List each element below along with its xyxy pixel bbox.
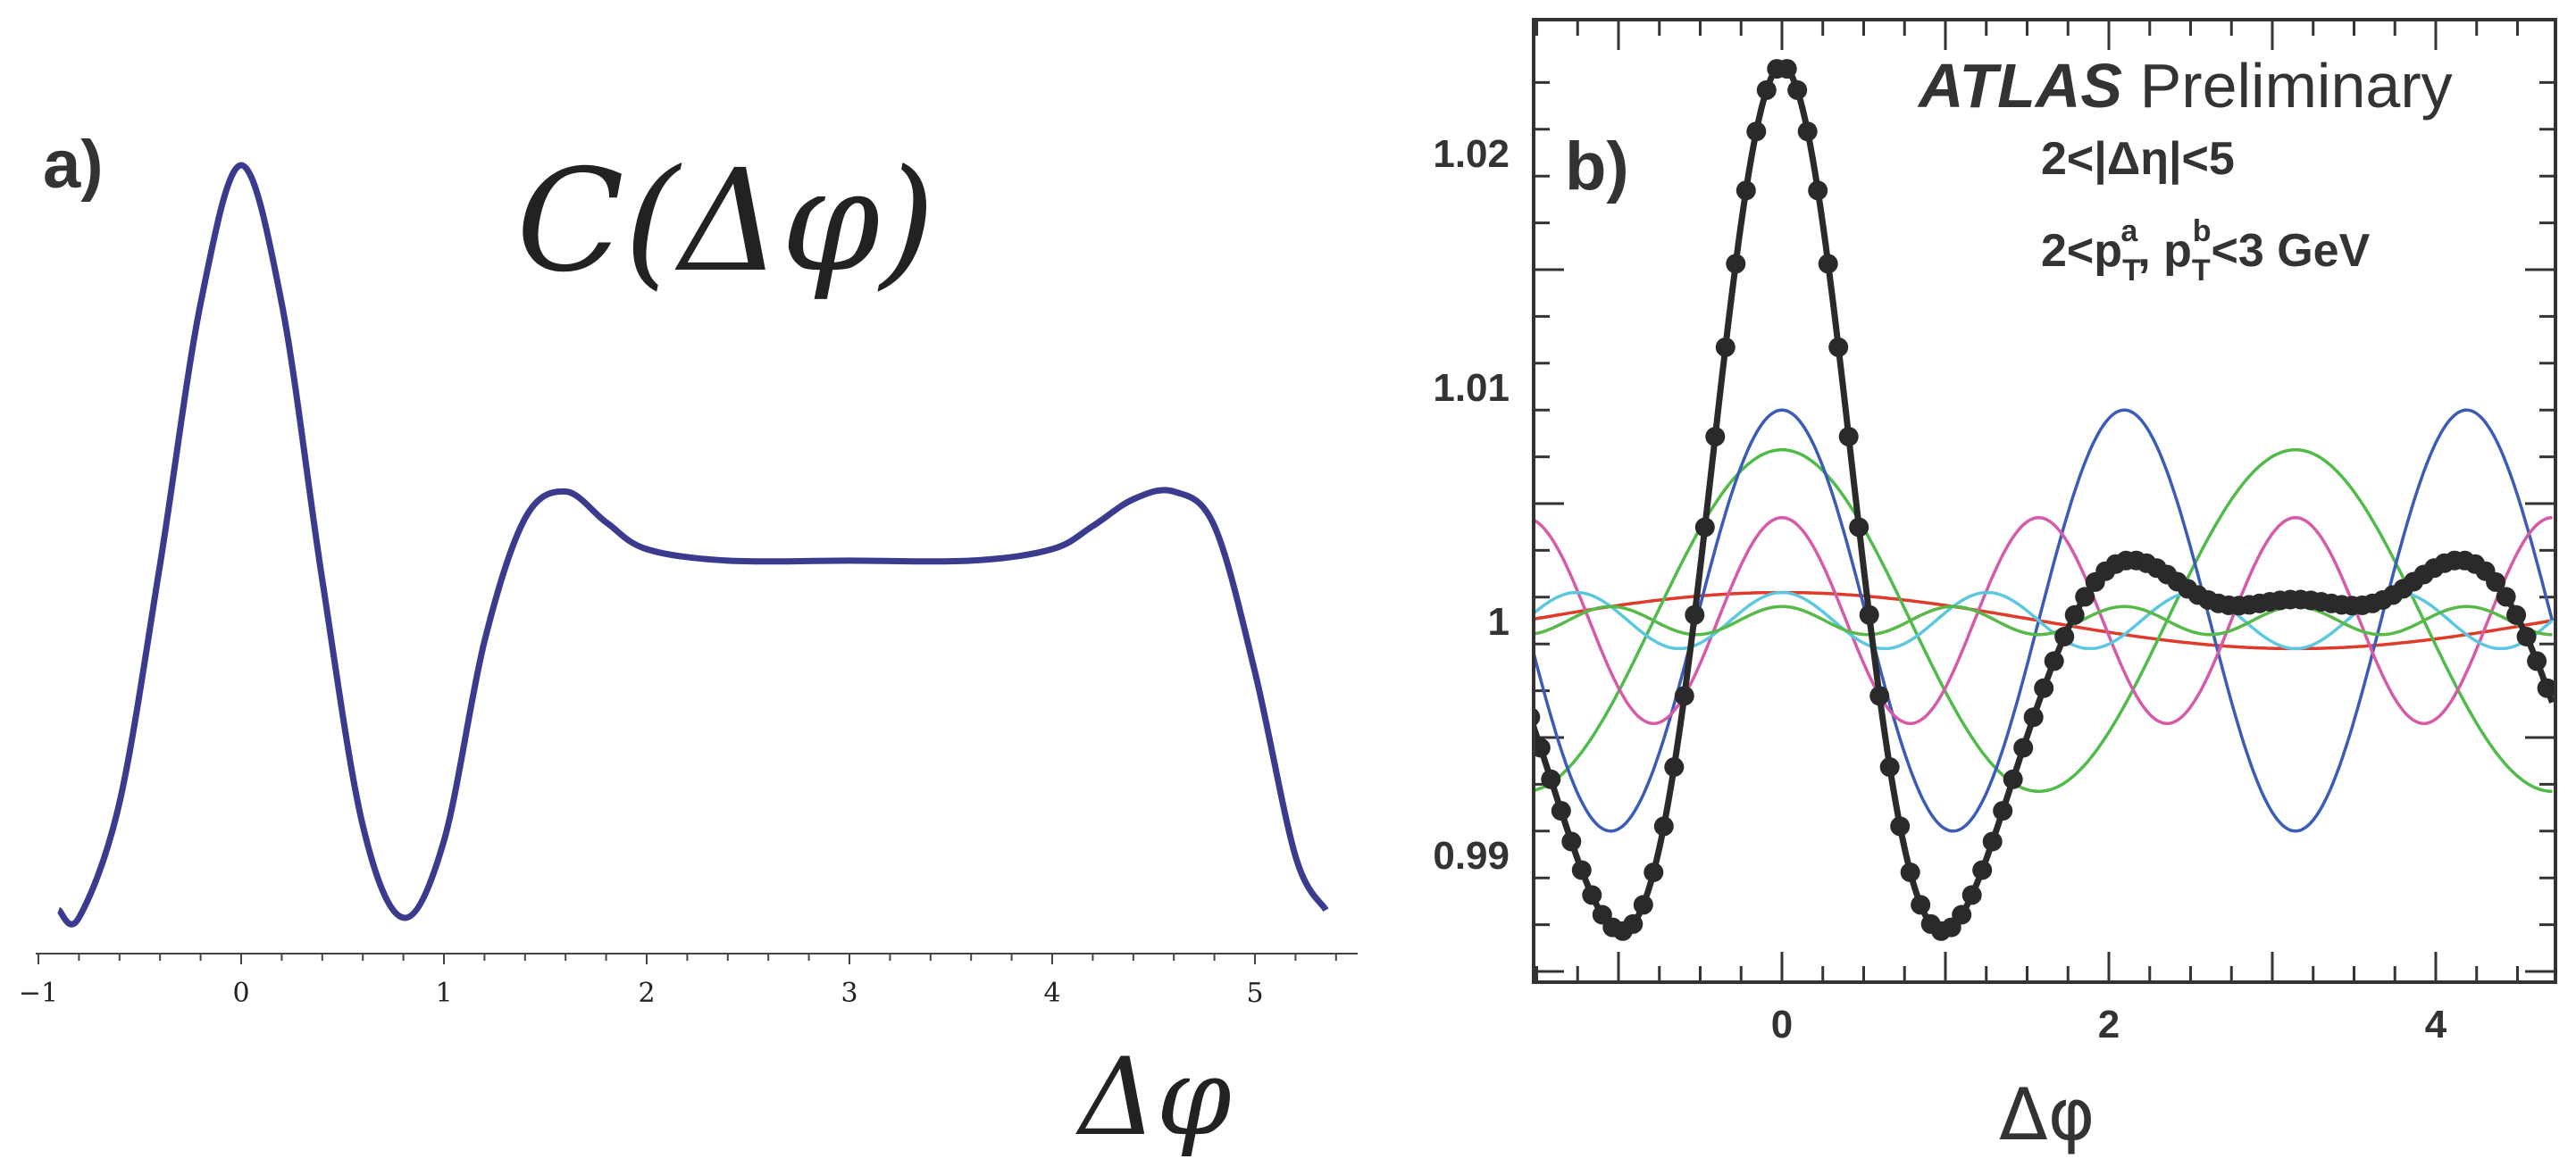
pt-sup-b: b: [2193, 214, 2212, 248]
panel-b-x-tick-label: 4: [2425, 1003, 2447, 1046]
panel-a-tick-label: −1: [19, 978, 58, 1009]
data-point: [2044, 651, 2064, 671]
panel-b-label: b): [1565, 129, 1629, 204]
data-point: [1787, 79, 1808, 100]
pt-cut-part-3: <3 GeV: [2211, 225, 2370, 277]
panel-a-tick-label: 3: [841, 978, 857, 1009]
data-point: [1828, 337, 1849, 357]
panel-b-x-tick-label: 2: [2098, 1003, 2120, 1046]
panel-b-x-tick-label: 0: [1771, 1003, 1793, 1046]
data-point: [1756, 79, 1777, 100]
panel-b-tick-labels: 0 2 4 0.99 1 1.01 1.02: [1433, 132, 2446, 1046]
data-point: [1961, 885, 1982, 905]
data-point: [2023, 707, 2044, 728]
panel-b-xlabel: Δφ: [1999, 1073, 2095, 1156]
data-point: [2003, 769, 2023, 789]
data-point: [1911, 895, 1931, 915]
panel-a-chart: a) C(Δφ) −1 0 1 2 3 4 5 Δφ: [19, 127, 1358, 1160]
data-point: [1653, 816, 1674, 837]
data-point: [2516, 627, 2537, 646]
data-point: [2013, 738, 2034, 758]
panel-a-tick-label: 4: [1043, 978, 1060, 1009]
data-point: [1900, 863, 1920, 882]
data-point: [1561, 831, 1582, 852]
data-point: [1777, 59, 1797, 79]
pt-sup-a: a: [2120, 214, 2138, 248]
data-point: [1808, 180, 1828, 201]
harmonic-curve-n4: [1535, 515, 2553, 726]
data-point: [1735, 180, 1756, 201]
data-point: [1972, 860, 1993, 880]
data-point: [1746, 121, 1767, 142]
panel-b-y-tick-label: 1: [1488, 600, 1510, 644]
data-point: [2506, 604, 2527, 625]
data-point: [2075, 587, 2095, 607]
data-point: [1818, 254, 1838, 274]
panel-b-chart: 0 2 4 0.99 1 1.01 1.02 b) ATLAS Preliminary 2<…: [1433, 18, 2557, 1156]
data-point: [1664, 757, 1685, 778]
panel-b-y-tick-label: 1.01: [1433, 366, 1510, 410]
data-point: [1869, 686, 1890, 706]
data-point: [1838, 427, 1859, 446]
data-point: [1982, 831, 2003, 852]
harmonic-curve-n6: [1535, 604, 2553, 637]
data-point: [1541, 769, 1561, 789]
data-point: [1685, 604, 1705, 625]
pt-cut-part-1: 2<p: [2041, 225, 2122, 277]
data-point: [1890, 816, 1911, 837]
data-point: [1535, 708, 1541, 726]
panel-a-label: a): [43, 127, 104, 203]
panel-a-curve: [56, 162, 1329, 928]
panel-a-ticks: −1 0 1 2 3 4 5: [19, 954, 1337, 1009]
atlas-rest-text: Preliminary: [2122, 51, 2453, 121]
panel-a-tick-label: 0: [232, 978, 249, 1009]
data-point: [1879, 757, 1900, 778]
panel-b-y-tick-label: 1.02: [1433, 132, 1510, 176]
data-point: [1859, 604, 1879, 625]
atlas-title: ATLAS Preliminary: [1917, 51, 2453, 121]
data-point: [2527, 651, 2547, 671]
data-point: [2496, 587, 2516, 607]
data-point: [1633, 895, 1653, 915]
pt-sub-t-1: T: [2122, 254, 2141, 288]
panel-b-y-tick-label: 0.99: [1433, 834, 1510, 878]
eta-cut-annotation: 2<|Δη|<5: [2041, 133, 2235, 185]
data-point: [1535, 738, 1551, 758]
data-point: [1797, 121, 1818, 142]
panel-b-ticks: [1534, 20, 2555, 982]
data-point: [1674, 686, 1694, 706]
data-point: [1726, 254, 1746, 274]
pt-sub-t-2: T: [2192, 254, 2211, 288]
data-point: [1952, 904, 1972, 925]
panel-a-title: C(Δφ): [516, 139, 935, 304]
panel-b-data: [1535, 59, 2554, 941]
data-point: [2486, 571, 2506, 592]
data-point: [1582, 885, 1602, 905]
data-point: [1623, 913, 1643, 934]
harmonic-curve-n2: [1535, 447, 2553, 794]
data-point: [2064, 604, 2085, 625]
data-point: [1571, 860, 1592, 880]
data-point: [1551, 801, 1571, 821]
panel-a-tick-label: 2: [638, 978, 655, 1009]
data-point: [1705, 427, 1726, 446]
data-point: [2034, 678, 2054, 698]
total-correlation-curve: [1535, 63, 2554, 935]
panel-a-xlabel: Δφ: [1075, 1036, 1232, 1160]
panel-b-frame: [1532, 18, 2557, 984]
data-point: [1993, 801, 2013, 821]
data-point: [2054, 627, 2075, 646]
panel-a-tick-label: 5: [1246, 978, 1263, 1009]
pt-cut-annotation: 2<pTa, pTb<3 GeV: [2041, 214, 2371, 288]
atlas-bold-text: ATLAS: [1917, 51, 2122, 121]
data-point: [1643, 863, 1664, 882]
data-point: [1715, 337, 1735, 357]
data-point: [1694, 517, 1715, 538]
panel-a-tick-label: 1: [435, 978, 452, 1009]
data-point: [1849, 517, 1869, 538]
pt-cut-part-2: , p: [2137, 225, 2192, 277]
data-point: [2537, 678, 2554, 698]
